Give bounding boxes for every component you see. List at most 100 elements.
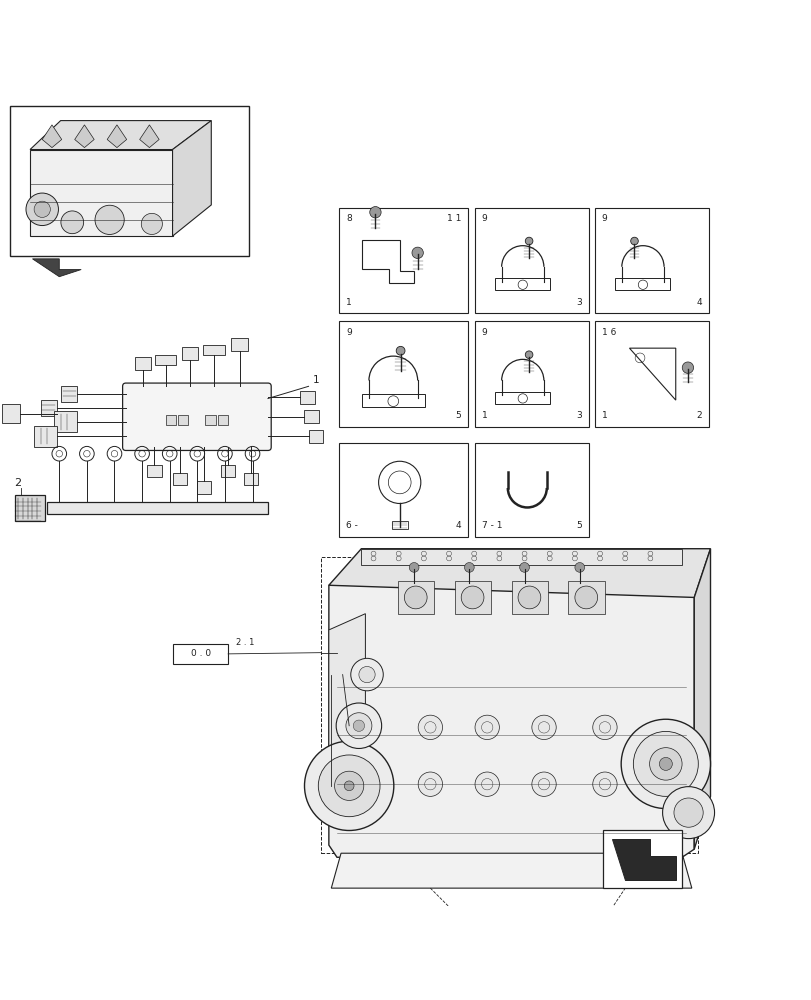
Bar	[397, 581, 434, 614]
Circle shape	[649, 748, 681, 780]
Polygon shape	[32, 259, 81, 277]
Bar	[511, 581, 547, 614]
Circle shape	[630, 237, 637, 245]
Bar	[454, 581, 491, 614]
Circle shape	[61, 211, 84, 234]
Circle shape	[531, 772, 556, 796]
Circle shape	[404, 586, 427, 609]
Circle shape	[409, 563, 418, 572]
Text: 4: 4	[696, 298, 702, 307]
Text: 2: 2	[15, 478, 22, 488]
Circle shape	[141, 213, 162, 234]
Circle shape	[418, 772, 442, 796]
Text: 8: 8	[345, 214, 351, 223]
Text: 9: 9	[481, 214, 487, 223]
Text: 1 6: 1 6	[601, 328, 616, 337]
Bar	[182, 347, 198, 360]
Bar	[474, 208, 588, 313]
FancyBboxPatch shape	[122, 383, 271, 450]
Bar	[10, 106, 249, 256]
Circle shape	[620, 719, 710, 809]
Circle shape	[345, 713, 371, 739]
Polygon shape	[693, 549, 710, 849]
Polygon shape	[331, 853, 691, 888]
Bar	[300, 391, 315, 404]
Bar	[339, 321, 467, 427]
Bar	[304, 410, 319, 423]
Polygon shape	[328, 585, 693, 857]
Circle shape	[461, 586, 483, 609]
Circle shape	[336, 703, 381, 748]
Bar	[594, 321, 708, 427]
Circle shape	[574, 563, 584, 572]
Bar	[231, 338, 247, 351]
Bar	[361, 394, 424, 407]
Bar	[196, 481, 211, 494]
Circle shape	[525, 237, 532, 245]
Bar	[172, 473, 187, 485]
Bar	[391, 521, 407, 529]
Circle shape	[464, 563, 474, 572]
Bar	[474, 321, 588, 427]
Circle shape	[531, 715, 556, 740]
Text: 1: 1	[481, 411, 487, 420]
Circle shape	[673, 798, 702, 827]
Bar	[339, 443, 467, 537]
Bar	[155, 355, 176, 365]
Circle shape	[26, 193, 58, 226]
Circle shape	[474, 715, 499, 740]
Bar	[495, 392, 550, 404]
Text: 6 -: 6 -	[345, 521, 358, 530]
Text: 5: 5	[455, 411, 461, 420]
Text: 1: 1	[312, 375, 319, 385]
Text: 3: 3	[576, 298, 581, 307]
Text: 9: 9	[345, 328, 351, 337]
Bar	[602, 830, 681, 888]
Bar	[217, 415, 228, 425]
Bar	[178, 415, 188, 425]
Circle shape	[396, 346, 405, 355]
Circle shape	[592, 715, 616, 740]
Circle shape	[525, 351, 532, 359]
Polygon shape	[139, 125, 159, 148]
Polygon shape	[328, 549, 710, 597]
Bar	[165, 415, 176, 425]
Circle shape	[633, 731, 697, 796]
Text: 4: 4	[455, 521, 461, 530]
Circle shape	[574, 586, 597, 609]
Circle shape	[659, 757, 672, 770]
Circle shape	[681, 362, 693, 373]
Bar	[221, 465, 235, 477]
Text: 2: 2	[696, 411, 702, 420]
Polygon shape	[172, 121, 211, 236]
Bar	[474, 443, 588, 537]
Text: 0 . 0: 0 . 0	[191, 649, 210, 658]
Bar	[173, 644, 228, 664]
Bar	[243, 473, 258, 485]
Polygon shape	[75, 125, 94, 148]
Polygon shape	[328, 614, 365, 825]
Bar	[308, 430, 323, 443]
Bar	[203, 345, 224, 355]
Bar	[41, 400, 57, 416]
Circle shape	[95, 205, 124, 234]
Circle shape	[411, 247, 423, 259]
Circle shape	[334, 771, 363, 800]
Circle shape	[474, 772, 499, 796]
Bar	[205, 415, 216, 425]
Text: 7 - 1: 7 - 1	[481, 521, 501, 530]
Bar	[15, 495, 45, 521]
Polygon shape	[30, 150, 172, 236]
Bar	[61, 386, 77, 402]
Polygon shape	[107, 125, 127, 148]
Bar	[339, 208, 467, 313]
Text: 9: 9	[481, 328, 487, 337]
Circle shape	[304, 741, 393, 830]
Circle shape	[369, 207, 380, 218]
Circle shape	[519, 563, 529, 572]
Bar	[615, 278, 670, 290]
Text: 2 . 1: 2 . 1	[236, 638, 255, 647]
Bar	[495, 278, 550, 290]
Polygon shape	[42, 125, 62, 148]
Polygon shape	[30, 121, 211, 150]
